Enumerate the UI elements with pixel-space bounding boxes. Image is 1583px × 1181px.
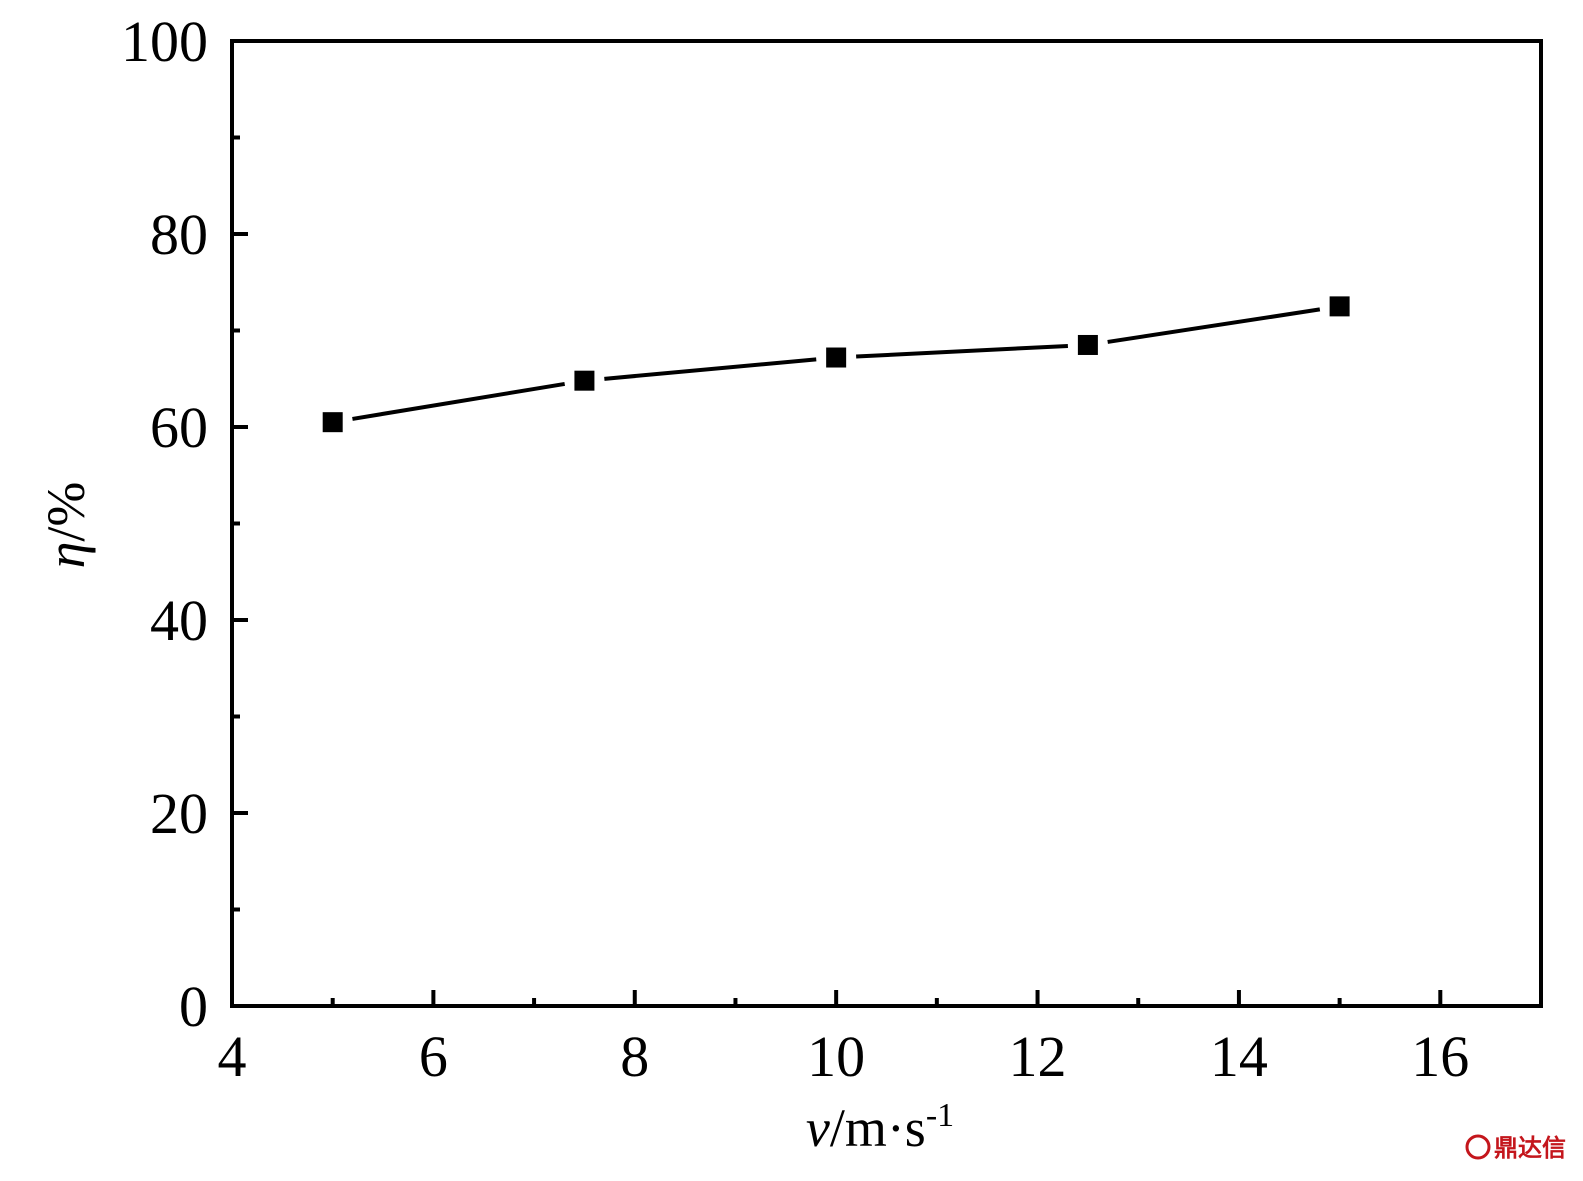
x-tick-label: 14 — [1210, 1024, 1268, 1089]
series-line-segment — [856, 343, 1069, 359]
x-axis-unit: /m·s — [830, 1098, 926, 1158]
y-axis-variable: η — [36, 542, 96, 569]
data-point-marker — [322, 412, 343, 433]
y-tick-label: 80 — [150, 202, 208, 267]
data-point-marker — [826, 347, 847, 368]
x-axis-unit-sup: -1 — [926, 1097, 954, 1134]
x-tick-label: 4 — [218, 1024, 247, 1089]
data-point-marker — [1077, 334, 1098, 355]
data-series — [322, 296, 1350, 433]
x-tick-label: 10 — [807, 1024, 865, 1089]
x-tick-label: 8 — [620, 1024, 649, 1089]
y-axis-unit: /% — [36, 482, 96, 542]
x-tick-label: 6 — [419, 1024, 448, 1089]
series-line-segment — [1107, 307, 1321, 344]
series-line-segment — [604, 357, 817, 381]
x-axis-variable: v — [806, 1098, 830, 1158]
y-axis-title: η/% — [36, 482, 96, 569]
x-axis-title: v/m·s-1 — [806, 1097, 954, 1158]
axis-ticks — [230, 39, 1443, 1008]
tick-labels: 4 6 8 10 12 14 16 0 20 40 60 80 100 — [121, 9, 1469, 1089]
series-line-segment — [352, 381, 566, 421]
x-tick-label: 12 — [1009, 1024, 1067, 1089]
y-tick-label: 60 — [150, 395, 208, 460]
data-point-marker — [1329, 296, 1350, 317]
watermark-text: 鼎达信 — [1494, 1134, 1566, 1162]
data-point-marker — [574, 370, 595, 391]
y-tick-label: 40 — [150, 588, 208, 653]
y-tick-label: 100 — [121, 9, 208, 74]
plot-frame — [230, 39, 1543, 1008]
y-tick-label: 0 — [179, 974, 208, 1039]
y-tick-label: 20 — [150, 781, 208, 846]
watermark-icon — [1465, 1134, 1491, 1160]
watermark-logo: 鼎达信 — [1465, 1134, 1566, 1162]
plot-border — [230, 39, 1543, 1008]
x-tick-label: 16 — [1411, 1024, 1469, 1089]
